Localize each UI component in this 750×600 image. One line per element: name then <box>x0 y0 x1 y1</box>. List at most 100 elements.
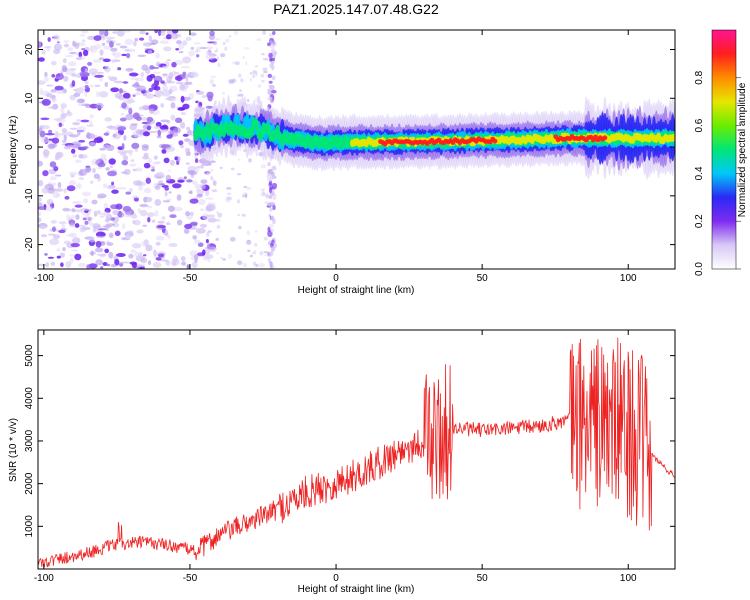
heatmap-cell <box>165 222 171 226</box>
heatmap-cell <box>77 224 87 228</box>
heatmap-cell <box>269 33 274 37</box>
heatmap-cell <box>152 262 162 268</box>
heatmap-cell <box>245 61 248 66</box>
heatmap-cell <box>122 223 126 230</box>
heatmap-cell <box>46 84 54 87</box>
heatmap-cell <box>75 57 83 61</box>
heatmap-cell <box>95 235 106 238</box>
heatmap-cell <box>103 157 108 165</box>
heatmap-cell <box>71 200 82 205</box>
heatmap-cell <box>51 97 57 103</box>
heatmap-cell <box>165 174 172 182</box>
heatmap-cell <box>72 144 77 149</box>
heatmap-cell <box>148 130 157 134</box>
heatmap-cell <box>99 147 106 151</box>
heatmap-cell <box>202 255 209 261</box>
heatmap-cell <box>58 229 66 234</box>
heatmap-cell <box>267 88 273 93</box>
heatmap-cell <box>173 127 182 134</box>
heatmap-cell <box>169 205 174 212</box>
heatmap-cell <box>105 36 116 40</box>
heatmap-cell <box>159 40 169 44</box>
heatmap-cell <box>54 174 62 177</box>
heatmap-cell <box>123 168 131 176</box>
heatmap-cell <box>94 74 104 78</box>
heatmap-cell <box>199 47 208 49</box>
heatmap-cell <box>119 261 124 264</box>
heatmap-cell <box>125 234 131 240</box>
heatmap-cell <box>132 112 140 120</box>
heatmap-cell <box>132 168 137 172</box>
heatmap-cell <box>105 167 110 171</box>
y-tick-label: -20 <box>24 237 35 252</box>
heatmap-cell <box>267 73 272 78</box>
heatmap-cell <box>136 229 144 234</box>
heatmap-cell <box>269 250 274 257</box>
heatmap-cell <box>270 57 275 62</box>
heatmap-cell <box>74 204 83 208</box>
heatmap-cell <box>177 108 186 111</box>
heatmap-cell <box>63 134 67 141</box>
heatmap-cell <box>210 168 214 172</box>
heatmap-cell <box>216 218 221 222</box>
y-tick-label: 20 <box>24 44 35 56</box>
heatmap-cell <box>87 35 96 41</box>
heatmap-cell <box>54 130 59 138</box>
heatmap-cell <box>187 170 196 174</box>
spectrogram-frame <box>37 29 676 270</box>
heatmap-cell <box>216 252 219 255</box>
heatmap-cell <box>133 197 139 202</box>
heatmap-cell <box>167 234 171 240</box>
heatmap-cell <box>139 30 146 35</box>
heatmap-cell <box>87 217 92 222</box>
heatmap-cell <box>62 247 66 252</box>
heatmap-cell <box>166 95 177 102</box>
heatmap-cell <box>217 212 223 218</box>
heatmap-cell <box>91 199 98 205</box>
heatmap-cell <box>205 53 216 60</box>
heatmap-cell <box>127 230 134 235</box>
heatmap-cell <box>252 261 257 267</box>
heatmap-cell <box>115 203 123 210</box>
heatmap-cell <box>145 93 154 99</box>
heatmap-cell <box>72 237 81 245</box>
heatmap-cell <box>108 232 114 239</box>
heatmap-cell <box>69 68 77 71</box>
heatmap-cell <box>147 158 153 164</box>
heatmap-cell <box>156 135 162 139</box>
heatmap-cell <box>158 253 164 258</box>
heatmap-cell <box>139 203 149 208</box>
heatmap-cell <box>249 125 255 138</box>
heatmap-cell <box>95 241 102 248</box>
heatmap-cell <box>116 253 126 257</box>
heatmap-cell <box>206 242 211 248</box>
heatmap-cell <box>160 80 165 84</box>
heatmap-cell <box>51 74 56 78</box>
y-tick-label: -10 <box>24 188 35 203</box>
heatmap-cell <box>61 224 66 229</box>
heatmap-cell <box>204 246 211 250</box>
heatmap-cell <box>260 164 267 169</box>
heatmap-cell <box>43 152 49 159</box>
heatmap-cell <box>141 116 148 121</box>
heatmap-cell <box>175 48 180 51</box>
heatmap-cell <box>78 262 86 268</box>
colorbar-gradient <box>712 30 736 269</box>
heatmap-cell <box>87 61 93 66</box>
heatmap-cell <box>153 249 157 257</box>
heatmap-cell <box>131 243 142 249</box>
heatmap-cell <box>78 103 84 107</box>
y-tick-label: 3000 <box>24 429 35 452</box>
heatmap-cell <box>40 117 50 121</box>
heatmap-cell <box>184 223 193 230</box>
heatmap-cell <box>213 53 217 57</box>
heatmap-cell <box>110 263 118 268</box>
heatmap-cell <box>210 176 214 181</box>
heatmap-cell <box>122 187 127 190</box>
heatmap-cell <box>155 241 161 246</box>
colorbar-ticks: 0.0 0.2 0.4 0.6 0.8 <box>694 70 741 276</box>
heatmap-cell <box>155 121 162 128</box>
heatmap-cell <box>104 218 110 223</box>
heatmap-cell <box>103 132 110 136</box>
heatmap-cell <box>68 61 77 67</box>
